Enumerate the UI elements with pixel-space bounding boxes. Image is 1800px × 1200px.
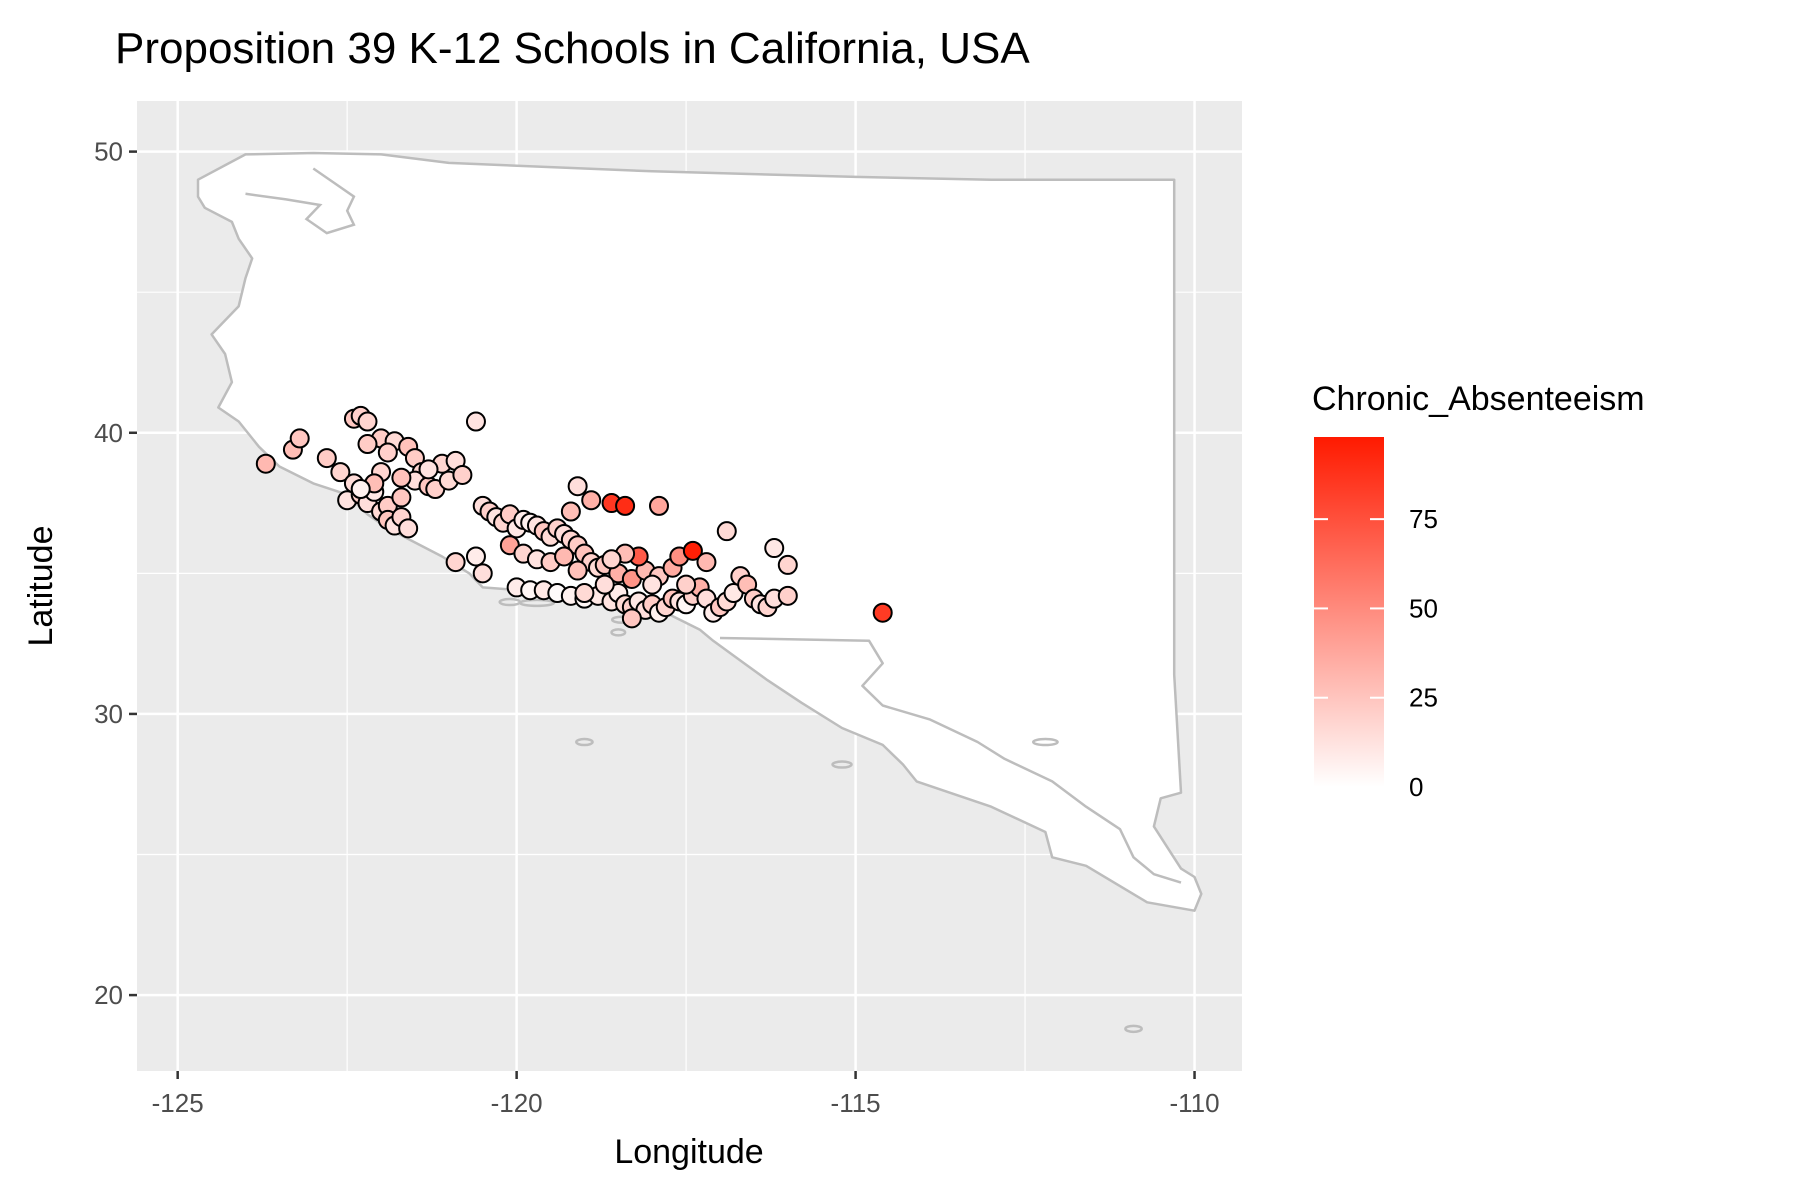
school-point	[445, 552, 466, 573]
school-point	[398, 518, 419, 539]
school-point	[777, 554, 798, 575]
x-axis: -125 -120 -115 -110	[152, 1071, 1220, 1118]
school-point	[581, 490, 602, 511]
school-point	[472, 563, 493, 584]
school-point	[764, 538, 785, 559]
island-outline	[1124, 1024, 1143, 1034]
x-axis-title: Longitude	[614, 1133, 763, 1171]
island-outline	[831, 760, 853, 769]
x-tick-label: -110	[1169, 1088, 1219, 1118]
y-tick-label: 30	[94, 699, 123, 729]
puget-sound-outline	[245, 167, 356, 235]
x-tick-label: -115	[831, 1088, 881, 1118]
us-west-states-outline	[196, 151, 1203, 912]
legend-tick-label: 50	[1409, 593, 1438, 623]
legend-tick-label: 25	[1409, 683, 1438, 713]
legend-color-bar	[1314, 437, 1384, 787]
color-legend: Chronic_Absenteeism 0 25 50 75	[1312, 380, 1645, 802]
school-point	[615, 495, 636, 516]
baja-coast-outline	[719, 636, 1182, 884]
legend-tick-label: 0	[1409, 772, 1423, 802]
school-point	[330, 462, 351, 483]
school-point	[574, 583, 595, 604]
school-point	[465, 411, 486, 432]
island-outline	[610, 628, 627, 637]
school-point	[560, 501, 581, 522]
school-point	[716, 521, 737, 542]
school-point	[777, 585, 798, 606]
school-point	[452, 464, 473, 485]
chart-title: Proposition 39 K-12 Schools in Californi…	[115, 24, 1030, 73]
y-axis-title: Latitude	[22, 526, 60, 647]
school-point	[350, 479, 371, 499]
school-point	[418, 459, 439, 480]
legend-tick-label: 75	[1409, 504, 1438, 534]
school-point	[377, 442, 398, 463]
school-points	[255, 405, 893, 629]
school-point	[676, 574, 697, 595]
y-tick-label: 50	[94, 137, 123, 167]
school-point	[682, 540, 703, 561]
school-point	[255, 453, 276, 474]
school-point	[316, 448, 337, 469]
y-axis: 20 30 40 50	[94, 137, 137, 1010]
x-tick-label: -125	[152, 1088, 204, 1118]
legend-ticks: 0 25 50 75	[1314, 504, 1438, 802]
x-tick-label: -120	[491, 1088, 543, 1118]
island-outline	[575, 737, 594, 747]
y-tick-label: 20	[94, 980, 123, 1010]
school-point	[289, 428, 310, 449]
y-tick-label: 40	[94, 418, 123, 448]
school-point	[567, 560, 588, 581]
school-point	[465, 546, 486, 567]
school-point	[648, 495, 669, 516]
school-point	[594, 574, 615, 595]
legend-title: Chronic_Absenteeism	[1312, 380, 1645, 418]
school-point	[601, 549, 622, 570]
school-point	[567, 476, 588, 497]
school-point	[357, 411, 378, 432]
island-outline	[498, 597, 522, 607]
school-point	[642, 574, 663, 595]
school-point	[696, 552, 717, 573]
school-point	[391, 467, 412, 488]
school-point	[621, 608, 642, 629]
school-point	[357, 434, 378, 455]
school-point	[554, 546, 575, 567]
island-outline	[1031, 737, 1059, 747]
school-point	[391, 487, 412, 508]
school-point	[872, 602, 893, 623]
